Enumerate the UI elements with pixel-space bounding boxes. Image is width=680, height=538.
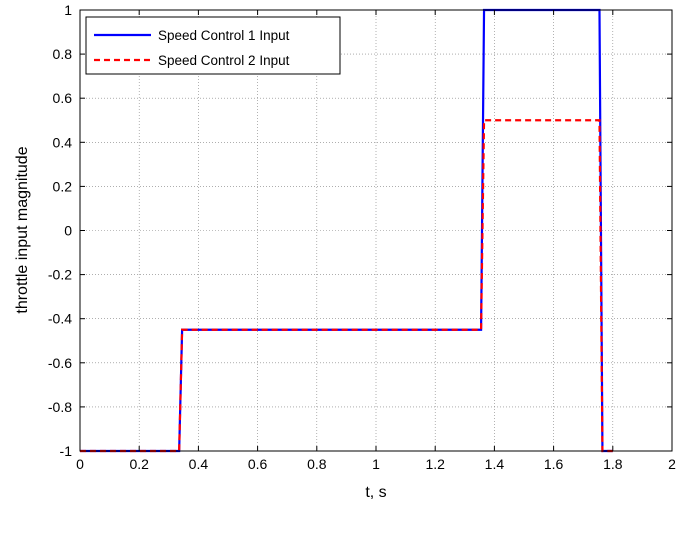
x-tick-label: 0.4 [189, 456, 209, 472]
x-tick-label: 1 [372, 456, 380, 472]
series-line-2 [80, 119, 613, 453]
y-tick-label: -0.2 [48, 267, 72, 283]
y-tick-label: -0.8 [48, 399, 72, 415]
legend-label-series-1: Speed Control 1 Input [158, 28, 290, 43]
ticks [79, 9, 673, 452]
x-axis-label: t, s [365, 484, 386, 501]
x-tick-label: 2 [668, 456, 676, 472]
x-tick-label: 1.2 [425, 456, 445, 472]
x-tick-label: 1.4 [485, 456, 505, 472]
legend-box [85, 16, 341, 75]
y-tick-label: -0.4 [48, 311, 72, 327]
x-tick-label: 0.6 [248, 456, 268, 472]
y-tick-label: -0.6 [48, 355, 72, 371]
x-tick-label: 0.2 [129, 456, 149, 472]
y-tick-label: -1 [60, 443, 73, 459]
x-tick-label: 0.8 [307, 456, 327, 472]
y-tick-label: 0.8 [53, 46, 73, 62]
legend-label-series-2: Speed Control 2 Input [158, 53, 290, 68]
y-tick-label: 0.4 [53, 134, 73, 150]
plot-area [80, 10, 672, 451]
legend: Speed Control 1 Input Speed Control 2 In… [85, 16, 341, 75]
series-group [80, 8, 613, 453]
y-tick-label: 0.2 [53, 178, 73, 194]
y-tick-label: 0.6 [53, 90, 73, 106]
x-tick-label: 0 [76, 456, 84, 472]
tick-labels: 0 0.2 0.4 0.6 0.8 1 1.2 1.4 1.6 1.8 2 -1 -0.8 -0.6 -0.… [48, 2, 676, 472]
y-tick-label: 1 [64, 2, 72, 18]
y-axis-label: throttle input magnitude [14, 146, 31, 313]
x-tick-label: 1.6 [544, 456, 564, 472]
y-tick-label: 0 [64, 223, 72, 239]
x-tick-label: 1.8 [603, 456, 623, 472]
